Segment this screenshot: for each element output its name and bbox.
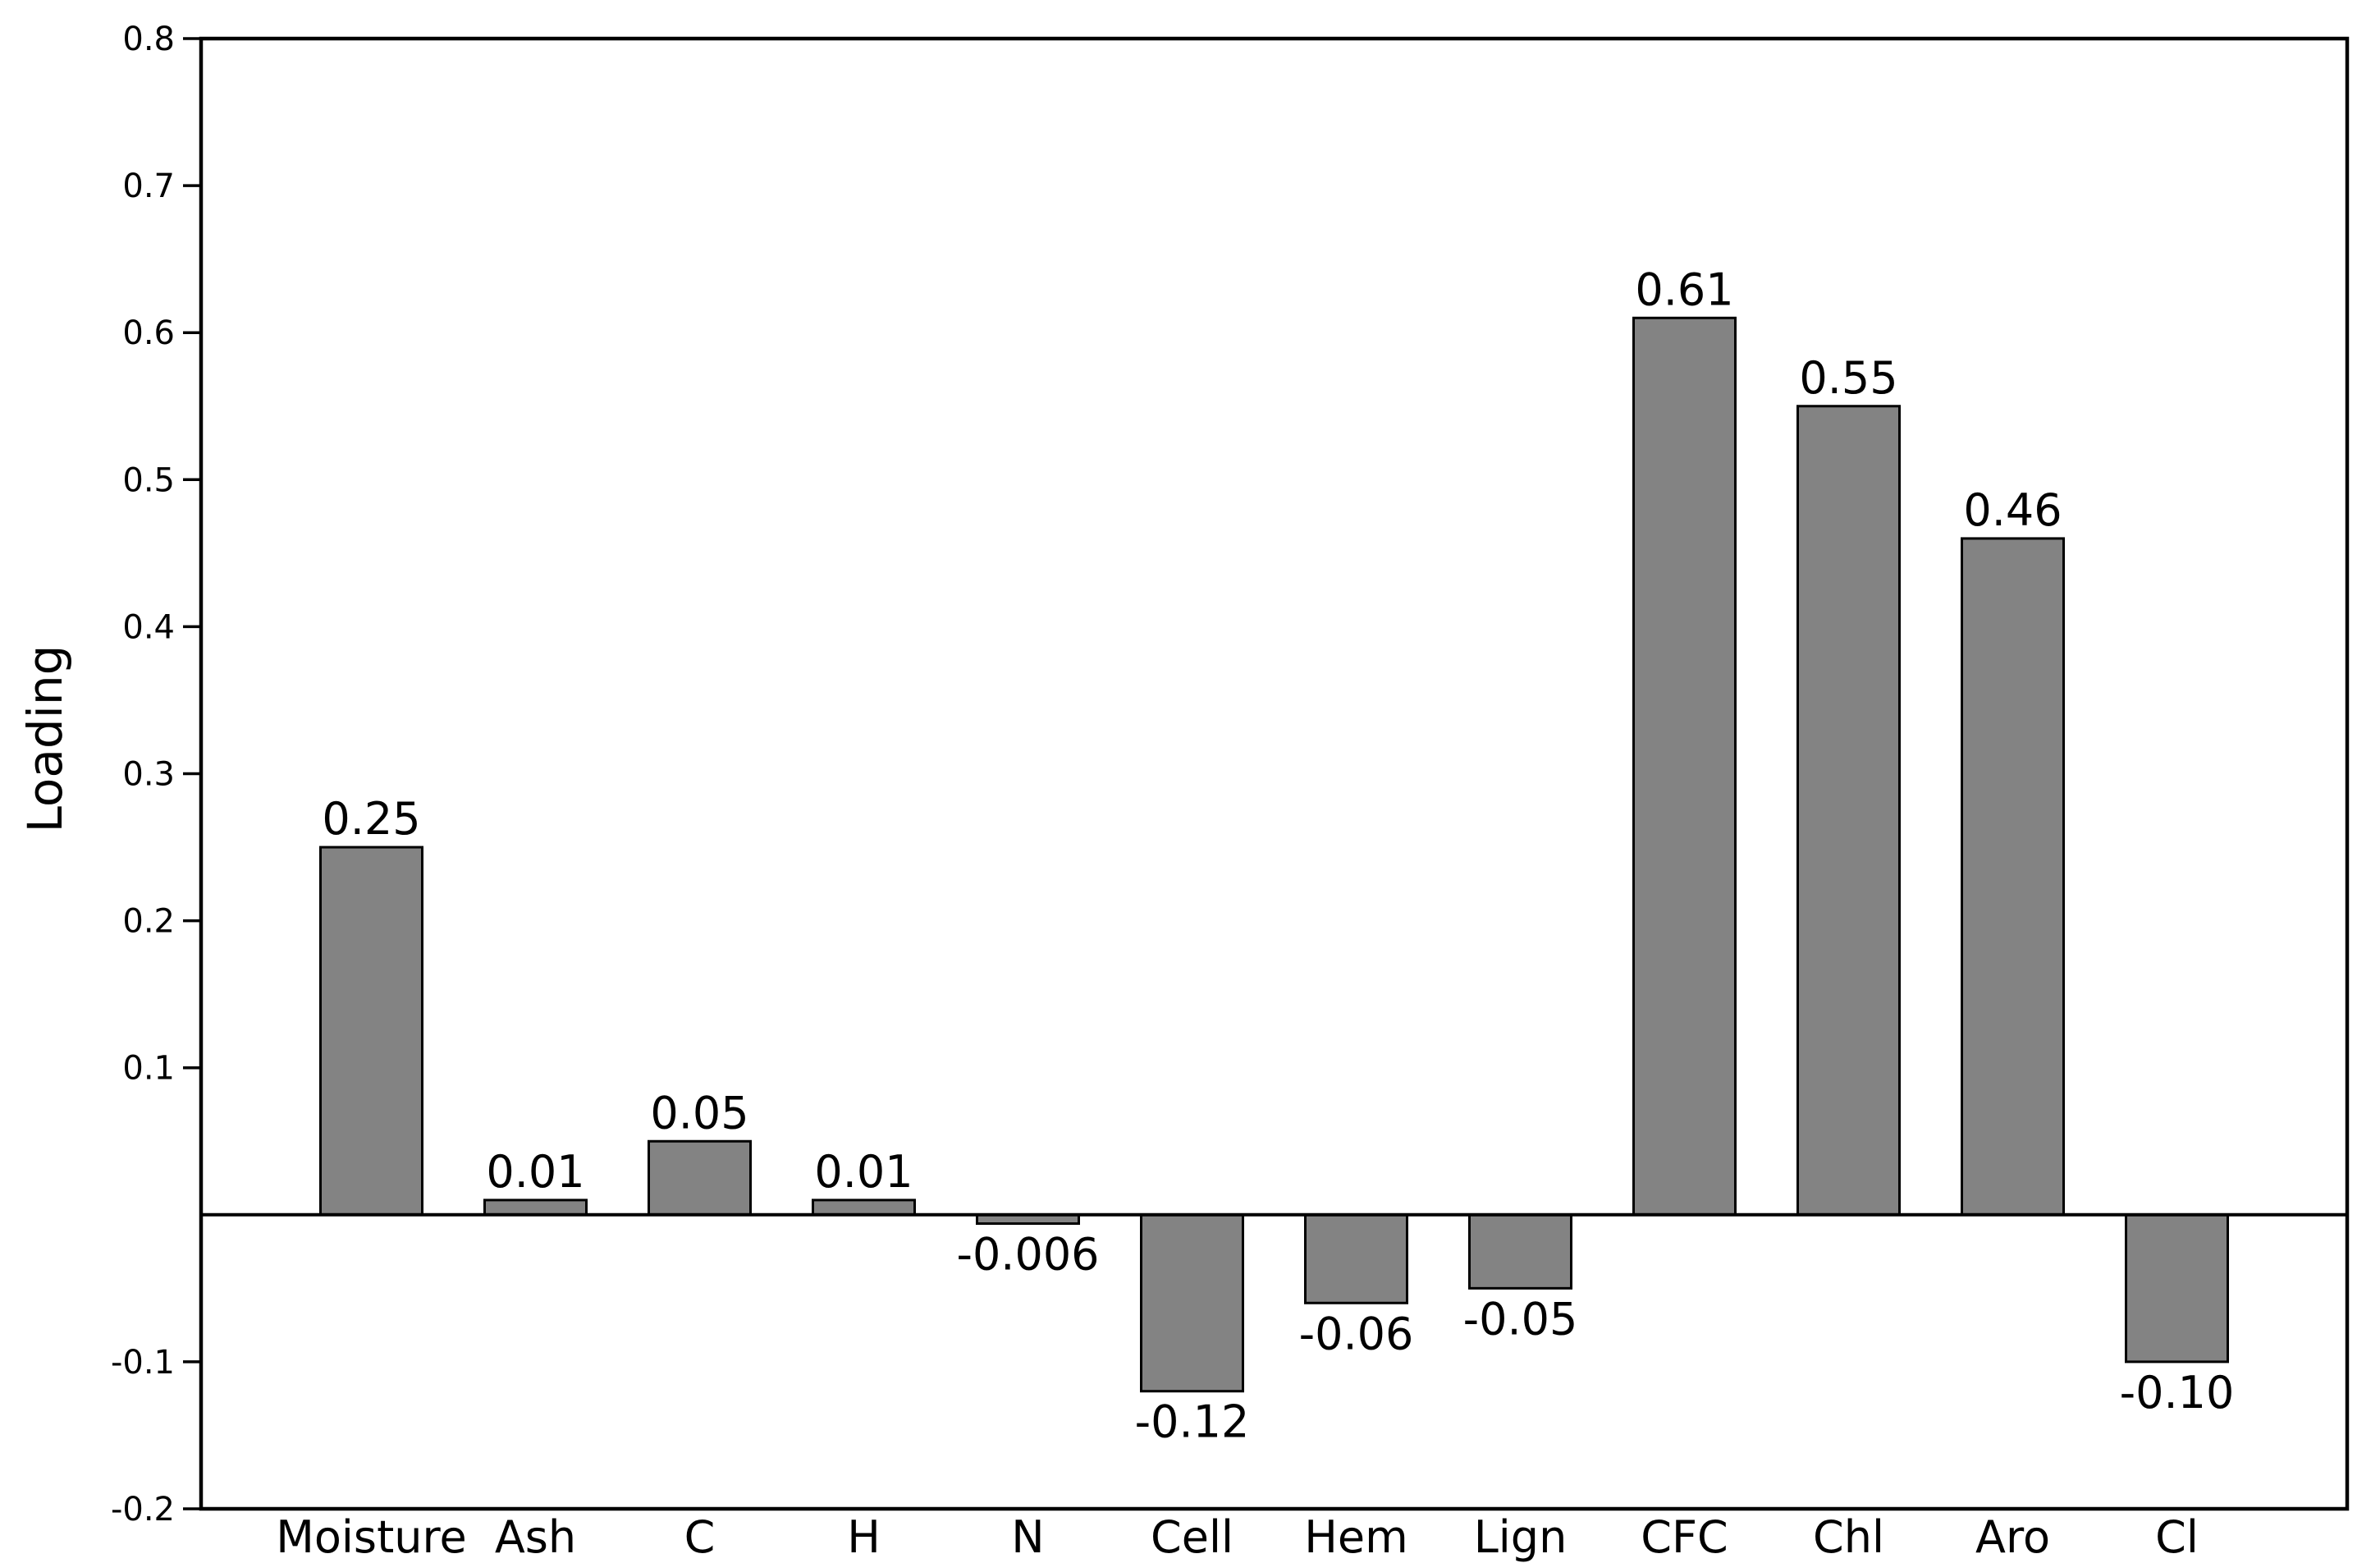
bar-cfc	[1632, 316, 1737, 1217]
x-tick-label-moisture: Moisture	[276, 1511, 466, 1563]
bar-moisture	[319, 846, 423, 1217]
bar-value-label: 0.01	[814, 1146, 913, 1198]
bar-ash	[483, 1199, 588, 1217]
bar-aro	[1961, 537, 2065, 1217]
y-tick-label: 0.4	[122, 608, 175, 646]
bar-cell	[1140, 1213, 1244, 1393]
y-tick-label: 0.2	[122, 903, 175, 941]
bar-cl	[2125, 1213, 2229, 1364]
bar-value-label: 0.46	[1963, 484, 2062, 536]
bar-hem	[1304, 1213, 1408, 1304]
y-tick-label: 0.1	[122, 1050, 175, 1088]
x-tick-label-c: C	[684, 1511, 716, 1563]
bar-value-label: 0.01	[486, 1146, 584, 1198]
y-tick-label: 0.8	[122, 21, 175, 58]
x-tick-label-hem: Hem	[1304, 1511, 1407, 1563]
bar-value-label: -0.05	[1463, 1293, 1578, 1345]
chart-layer: 0.8 0.7 0.6 0.5 0.4 0.3 0.2 0.1 -0.1 -0.2 0.25 0.01…	[111, 21, 2350, 1563]
bar-c	[648, 1139, 752, 1217]
y-axis-title: Loading	[17, 645, 73, 833]
x-tick-label-cell: Cell	[1151, 1511, 1233, 1563]
bar-lign	[1468, 1213, 1572, 1290]
x-tick-label-n: N	[1011, 1511, 1044, 1563]
bar-chl	[1796, 405, 1901, 1217]
x-tick-label-ash: Ash	[495, 1511, 576, 1563]
y-tick-label: 0.7	[122, 167, 175, 205]
y-tick-label: 0.3	[122, 756, 175, 794]
bar-value-label: -0.10	[2120, 1367, 2235, 1419]
bar-h	[812, 1199, 916, 1217]
x-tick-label-chl: Chl	[1813, 1511, 1884, 1563]
x-tick-label-cl: Cl	[2155, 1511, 2199, 1563]
x-tick-label-aro: Aro	[1975, 1511, 2050, 1563]
bar-value-label: -0.12	[1135, 1396, 1250, 1448]
y-tick-label: 0.5	[122, 461, 175, 499]
y-tick-label: -0.2	[111, 1491, 175, 1529]
bar-value-label: 0.61	[1635, 264, 1733, 315]
bar-value-label: 0.05	[650, 1087, 748, 1139]
bar-value-label: 0.25	[322, 793, 420, 845]
x-tick-label-h: H	[847, 1511, 881, 1563]
bar-value-label: 0.55	[1799, 352, 1897, 404]
y-tick-label: -0.1	[111, 1344, 175, 1382]
y-tick-label: 0.6	[122, 314, 175, 352]
x-tick-label-cfc: CFC	[1641, 1511, 1728, 1563]
bar-value-label: -0.06	[1299, 1308, 1414, 1359]
bar-value-label: -0.006	[956, 1229, 1099, 1281]
x-tick-label-lign: Lign	[1474, 1511, 1568, 1563]
